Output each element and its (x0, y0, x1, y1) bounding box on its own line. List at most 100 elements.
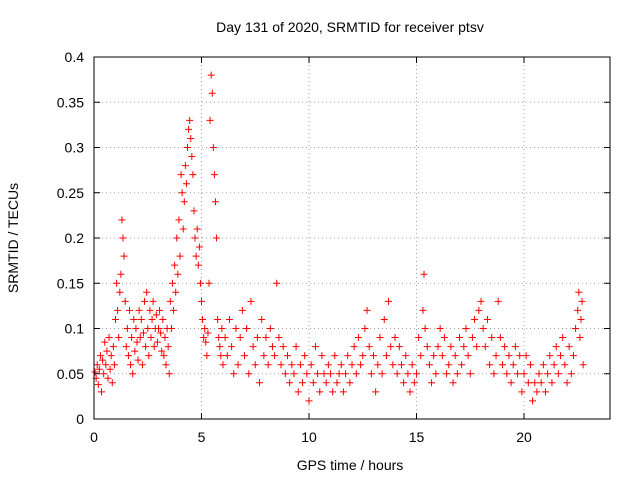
data-point (507, 379, 515, 387)
data-point (464, 352, 472, 360)
data-point (131, 347, 139, 355)
data-point (410, 379, 418, 387)
data-point (221, 334, 229, 342)
data-point (184, 144, 192, 151)
data-point (539, 361, 547, 369)
data-point (114, 306, 122, 314)
data-point (117, 270, 125, 278)
data-point (397, 361, 405, 369)
data-point (550, 361, 558, 369)
data-point (217, 352, 225, 360)
data-point (561, 361, 569, 369)
y-tick-label: 0.35 (57, 94, 84, 110)
data-point (303, 370, 311, 378)
data-point (428, 379, 436, 387)
data-point (249, 343, 257, 351)
data-point (359, 352, 367, 360)
data-point (554, 370, 562, 378)
data-point (342, 370, 350, 378)
gridlines (94, 57, 610, 419)
data-point (509, 361, 517, 369)
data-point (170, 306, 178, 314)
data-point (209, 144, 217, 151)
data-point (339, 388, 347, 396)
data-point (380, 315, 388, 323)
data-point (337, 361, 345, 369)
data-point (372, 388, 380, 396)
data-point (529, 397, 537, 405)
data-point (420, 270, 428, 278)
data-point (121, 297, 129, 305)
data-point (456, 334, 463, 342)
data-point (574, 306, 582, 314)
data-point (165, 370, 173, 378)
data-point (533, 388, 541, 396)
data-point (458, 361, 466, 369)
data-point (436, 325, 444, 332)
data-point (127, 361, 135, 369)
data-point (177, 171, 185, 179)
data-point (112, 315, 119, 323)
data-point (149, 297, 157, 305)
data-point (559, 334, 567, 342)
data-point (225, 315, 233, 323)
data-point (214, 315, 222, 323)
data-point (335, 370, 343, 378)
data-point (361, 325, 369, 332)
data-point (501, 343, 509, 351)
data-point (192, 252, 200, 260)
data-point (432, 370, 440, 378)
data-point (164, 343, 172, 351)
data-point (537, 379, 545, 387)
data-point (168, 279, 176, 287)
data-point (116, 288, 124, 296)
data-point (196, 279, 204, 287)
data-point (200, 334, 208, 342)
data-point (542, 388, 549, 396)
data-point (408, 361, 416, 369)
data-point (173, 234, 181, 242)
data-point (286, 379, 294, 387)
data-point (198, 297, 205, 305)
data-point (400, 379, 408, 387)
data-point (290, 370, 298, 378)
data-point (483, 315, 491, 323)
data-point (118, 216, 126, 224)
data-point (232, 325, 240, 332)
data-point (135, 306, 143, 314)
data-point (155, 325, 162, 332)
data-point (363, 306, 371, 314)
data-point (258, 315, 266, 323)
data-point (516, 352, 524, 360)
data-point (344, 352, 352, 360)
data-point (575, 288, 583, 296)
data-point (245, 370, 253, 378)
data-point (145, 352, 153, 360)
data-point (106, 365, 114, 373)
y-tick-label: 0.05 (57, 366, 84, 382)
data-point (125, 306, 133, 314)
data-point (107, 352, 115, 360)
data-point (385, 297, 393, 305)
plot-frame (93, 56, 611, 420)
x-tick-label: 5 (198, 429, 206, 445)
data-point (526, 361, 534, 369)
data-point (215, 334, 223, 342)
data-point (576, 334, 584, 342)
data-point (522, 352, 530, 360)
data-point (354, 334, 362, 342)
data-point (462, 325, 470, 332)
data-point (236, 334, 244, 342)
data-point (207, 71, 215, 79)
y-tick-label: 0.15 (57, 275, 84, 291)
data-point (357, 361, 365, 369)
data-point (188, 153, 196, 161)
data-point (419, 306, 427, 314)
data-point (333, 379, 341, 387)
data-point (327, 370, 334, 378)
x-tick-label: 15 (409, 429, 425, 445)
data-point (156, 306, 164, 314)
data-point (548, 379, 556, 387)
data-point (479, 325, 487, 332)
data-point (141, 297, 149, 305)
